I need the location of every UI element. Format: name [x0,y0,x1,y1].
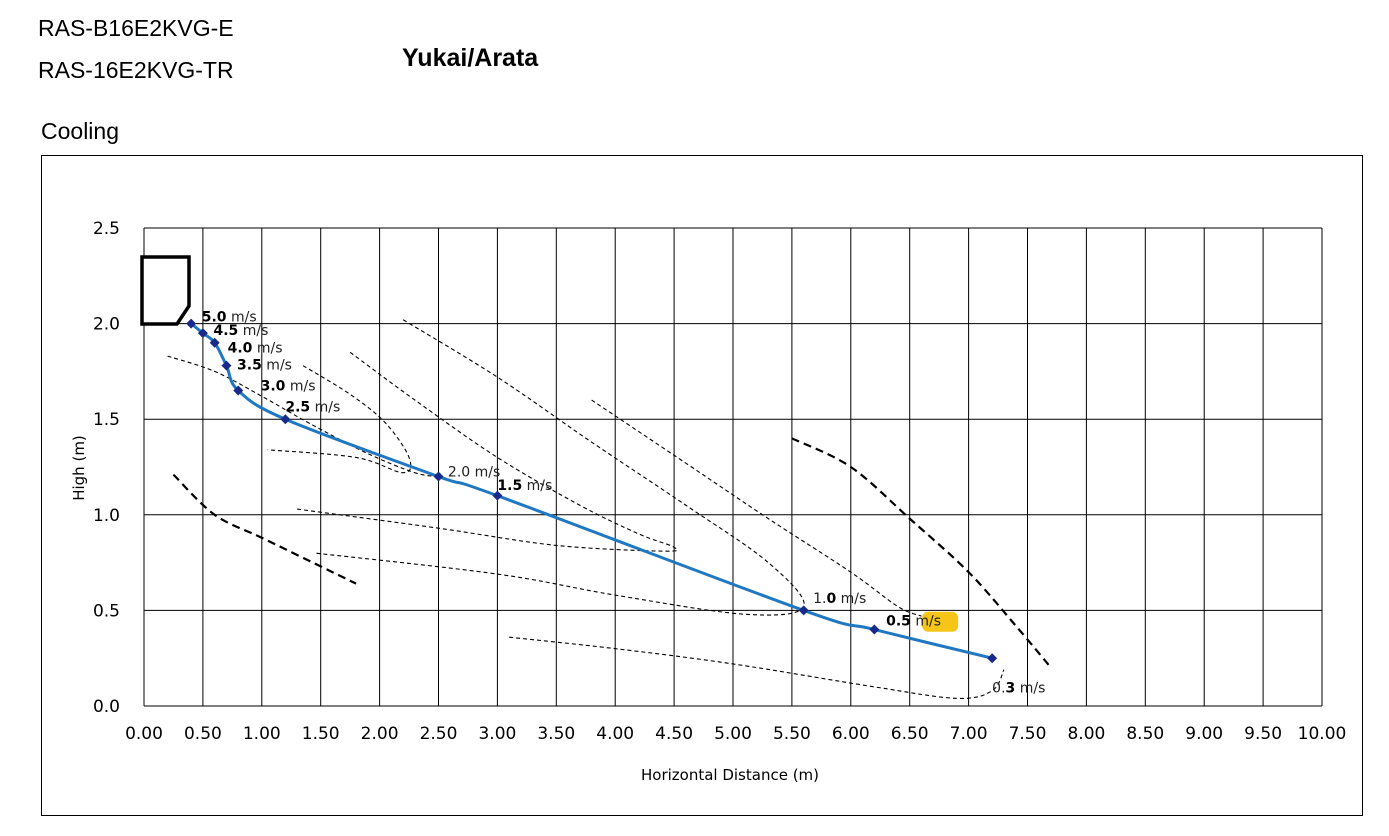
velocity-contour-line [172,473,357,585]
velocity-label: 0.5 m/s [886,614,941,630]
data-point-marker [492,490,503,501]
velocity-label: 2.5 m/s [285,400,340,416]
x-tick-label: 5.50 [773,724,811,744]
velocity-labels: 5.0 m/s4.5 m/s4.0 m/s3.5 m/s 3.0 m/s 2.5 m… [202,310,1046,697]
indoor-unit-outline [140,255,191,326]
mode-label: Cooling [41,118,119,144]
velocity-label: 0.3 m/s [992,681,1045,697]
data-point-marker [798,605,809,616]
x-tick-label: 6.00 [832,724,870,744]
velocity-contour-line [267,365,412,474]
velocity-label: 5.0 m/s [202,310,257,326]
data-point-marker [209,337,220,348]
x-axis-title: Horizontal Distance (m) [641,766,819,784]
model-number-2: RAS-16E2KVG-TR [38,57,234,83]
x-tick-label: 2.00 [361,724,399,744]
indoor-unit-icon [140,255,191,326]
velocity-contour-line [591,399,922,617]
data-point-marker [221,360,232,371]
y-tick-label: 1.5 [93,410,120,430]
data-point-marker [197,328,208,339]
data-point-marker [280,414,291,425]
velocity-label: 2.0 m/s [448,465,500,481]
data-point-marker [233,385,244,396]
y-axis-title: High (m) [70,435,88,501]
y-tick-label: 2.0 [93,315,120,335]
x-tick-label: 7.00 [950,724,988,744]
velocity-label: 3.0 m/s [261,379,316,395]
x-tick-label: 6.50 [891,724,929,744]
data-point-marker [433,471,444,482]
x-tick-label: 0.00 [125,724,163,744]
x-tick-label: 4.00 [596,724,634,744]
x-tick-label: 3.50 [537,724,575,744]
velocity-label: 3.5 m/s [237,357,292,373]
x-tick-label: 3.00 [478,724,516,744]
highlight-box [922,611,959,632]
model-number-1: RAS-B16E2KVG-E [38,15,234,41]
x-tick-label: 4.50 [655,724,693,744]
x-tick-label: 10.00 [1298,724,1347,744]
velocity-contour-line [509,636,1005,699]
x-tick-label: 1.50 [302,724,340,744]
velocity-contour-line [791,437,1052,669]
velocity-label: 4.0 m/s [228,340,283,356]
velocity-contour-line [314,319,805,616]
velocity-contour-line [297,351,678,552]
axis-ticks: 0.00 0.50 1.00 1.50 2.00 2.50 3.00 3.50 4.00 4.50… [93,219,1346,744]
x-tick-label: 2.50 [420,724,458,744]
y-tick-label: 2.5 [93,219,120,239]
chart-frame [41,155,1363,816]
airflow-path-line [190,322,993,660]
airflow-path-series [186,318,998,664]
data-point-marker [186,318,197,329]
velocity-contours [167,319,1052,699]
velocity-label: 4.5 m/s [214,323,269,339]
velocity-label: 1.5 m/s [497,478,552,494]
brand-title: Yukai/Arata [402,44,539,72]
y-tick-label: 1.0 [93,506,120,526]
x-tick-label: 8.00 [1067,724,1105,744]
velocity-label: 1.0 m/s [813,591,866,607]
x-tick-label: 7.50 [1009,724,1047,744]
x-tick-label: 0.50 [184,724,222,744]
x-tick-label: 9.00 [1185,724,1223,744]
data-point-marker [987,653,998,664]
chart-grid [143,227,1323,707]
x-tick-label: 8.50 [1126,724,1164,744]
x-tick-label: 1.00 [243,724,281,744]
x-tick-label: 9.50 [1244,724,1282,744]
data-point-marker [869,624,880,635]
velocity-contour-line [167,355,439,478]
y-tick-label: 0.0 [93,697,120,717]
x-tick-label: 5.00 [714,724,752,744]
y-tick-label: 0.5 [93,601,120,621]
